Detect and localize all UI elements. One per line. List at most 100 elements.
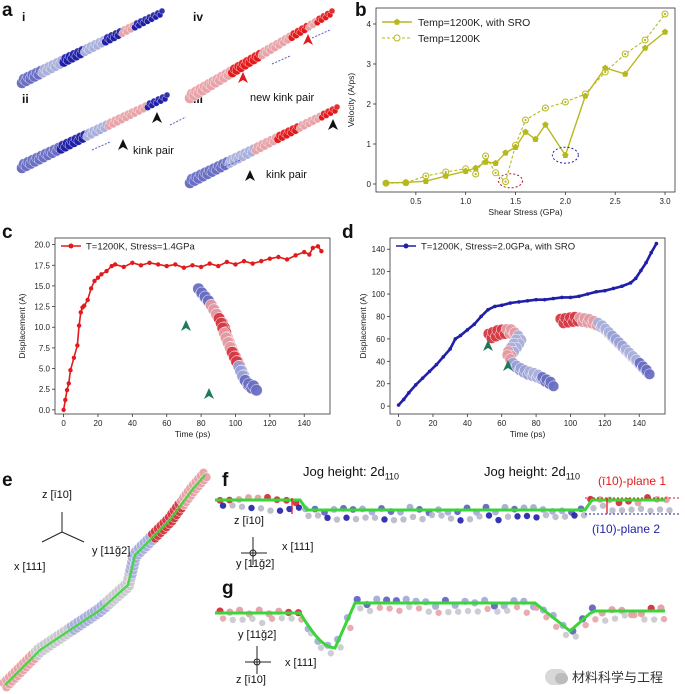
data-point-stress-2-0 (603, 288, 607, 293)
panel-f-jog-label-2: Jog height: 2d110 (484, 464, 580, 482)
x-tick-label: 140 (633, 419, 647, 428)
legend-label-no-sro: Temp=1200K (418, 33, 480, 45)
x-tick-label: 0.5 (410, 197, 422, 206)
x-tick-label: 80 (197, 419, 206, 428)
data-point-stress-1-4 (138, 263, 144, 268)
direction-arrow-ii-1 (91, 141, 111, 151)
burgers-line (4, 474, 206, 686)
kink-arrow-ii-2 (152, 112, 162, 123)
atom (542, 511, 550, 519)
atom (343, 514, 350, 521)
panel-e-letter: e (2, 470, 13, 491)
dislocation-inset-d1 (482, 323, 560, 392)
atom (267, 507, 274, 514)
data-point-stress-1-4 (66, 381, 71, 386)
atom (447, 515, 455, 522)
panel-b-velocity-chart: 0.5 1.0 1.5 2.0 2.5 3.0 0 1 2 3 4 Shear Stress (GPa… (346, 7, 676, 217)
panel-e-axis-z-label: z [ī10] (42, 489, 72, 501)
data-point-stress-1-4 (310, 245, 316, 251)
panel-f-jog-label-1: Jog height: 2d110 (303, 464, 399, 482)
data-point-temp-1200k-sro (582, 92, 589, 99)
kink-arrow-iii-2 (328, 119, 338, 130)
axis-y-e (61, 531, 85, 543)
y-tick-label: 80 (376, 312, 385, 321)
axis-x-e (41, 531, 63, 543)
atom (609, 507, 616, 514)
series-line-stress-2-0 (397, 242, 658, 406)
data-point-stress-1-4 (267, 256, 273, 261)
data-point-stress-2-0 (401, 397, 406, 402)
data-point-temp-1200k-sro (492, 159, 499, 166)
atom (219, 502, 227, 509)
atom (543, 614, 550, 621)
atom (464, 607, 472, 615)
data-point-temp-1200k-sro (442, 172, 449, 179)
dislocation-inset-d2 (554, 311, 656, 380)
x-tick-label: 60 (497, 419, 506, 428)
atom (660, 615, 668, 623)
inset-arrow-c-1 (181, 320, 191, 331)
atom (357, 605, 364, 612)
data-point-stress-1-4 (147, 260, 152, 265)
data-point-stress-1-4 (99, 272, 104, 277)
data-point-stress-2-0 (448, 347, 452, 351)
atom (592, 616, 599, 623)
data-point-stress-2-0 (465, 328, 470, 332)
data-point-stress-1-4 (173, 262, 178, 267)
axis-y-f (249, 549, 257, 557)
data-point-stress-1-4 (68, 368, 73, 373)
atom (582, 621, 589, 629)
panel-f-plane-2-label: (ī10)-plane 2 (592, 522, 661, 536)
atom (324, 514, 331, 522)
panel-f-jog-label-1-subscript: 110 (384, 471, 400, 482)
data-point-temp-1200k-sro (402, 179, 410, 186)
y-tick-label: 1 (367, 140, 372, 149)
kink-arrow-ii-1 (118, 139, 128, 150)
x-tick-label: 20 (94, 419, 103, 428)
atom (268, 615, 276, 622)
data-point-temp-1200k-dot (444, 170, 447, 174)
panel-f-plane-1-label: (ī10)-plane 1 (598, 474, 667, 488)
burgers-line-3d (4, 474, 206, 686)
atom (602, 617, 609, 624)
data-point-stress-1-4 (130, 260, 135, 265)
data-point-stress-1-4 (302, 249, 307, 255)
data-point-temp-1200k-dot (524, 118, 527, 122)
x-tick-label: 100 (564, 419, 578, 428)
atom (484, 605, 491, 613)
new-kink-arrow-2 (303, 34, 313, 45)
highlight-ellipse-red (498, 173, 524, 189)
data-point-stress-2-0 (639, 268, 643, 273)
panel-g-axis-y-label: y [11ǧ2] (238, 629, 277, 641)
panel-f-jog-label-2-text: Jog height: 2d (484, 464, 566, 479)
atom (494, 608, 501, 615)
x-tick-label: 1.5 (510, 197, 522, 206)
data-point-temp-1200k-dot (484, 154, 487, 158)
data-point-stress-1-4 (82, 303, 87, 308)
x-tick-label: 20 (429, 419, 438, 428)
data-point-stress-1-4 (95, 275, 101, 280)
data-point-stress-2-0 (585, 292, 590, 296)
watermark: 材料科学与工程 (544, 667, 663, 686)
atom (409, 513, 417, 521)
y-tick-label: 4 (367, 20, 372, 29)
data-point-stress-1-4 (121, 264, 126, 270)
inset-arrow-c-2 (204, 388, 214, 399)
atom (366, 607, 374, 615)
atom (352, 515, 360, 523)
atom (381, 516, 388, 523)
data-point-stress-2-0 (633, 276, 638, 281)
x-tick-label: 40 (463, 419, 472, 428)
atom (438, 512, 445, 519)
direction-arrow-iv-1 (271, 55, 291, 65)
data-point-stress-1-4 (104, 268, 109, 274)
atom (371, 514, 379, 521)
panel-a-kink-pair-label-ii: kink pair (133, 145, 174, 157)
data-point-stress-1-4 (75, 343, 80, 348)
data-point-stress-1-4 (284, 257, 290, 262)
data-point-temp-1200k-sro (462, 167, 469, 174)
atom (249, 615, 256, 622)
data-point-stress-1-4 (198, 264, 204, 270)
direction-arrow-ii-2 (169, 116, 187, 126)
data-point-stress-2-0 (479, 314, 483, 319)
